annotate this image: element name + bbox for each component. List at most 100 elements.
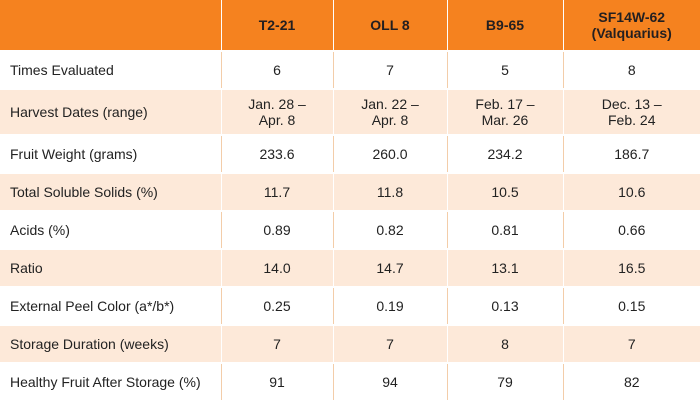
column-header-sublabel: (Valquarius) [591, 25, 672, 41]
column-header-t2-21: T2-21 [220, 0, 333, 51]
cell-value: 11.8 [376, 184, 404, 200]
table-cell: 260.0 [332, 134, 447, 173]
cell-value: 94 [382, 374, 398, 390]
table-cell: 0.82 [332, 210, 447, 249]
cell-value: Feb. 17 – [475, 96, 535, 112]
table-cell: 0.15 [562, 286, 700, 325]
row-label: Times Evaluated [0, 50, 221, 89]
row-label: Ratio [0, 248, 221, 287]
row-label: Total Soluble Solids (%) [0, 172, 221, 211]
cell-value: 0.13 [491, 298, 519, 314]
table-row: Harvest Dates (range) Jan. 28 – Apr. 8 Jan.… [0, 88, 700, 135]
table-cell: Dec. 13 – Feb. 24 [562, 88, 700, 135]
table-header-row: T2-21 OLL 8 B9-65 SF14W-62 (Valquarius) [0, 0, 700, 51]
table-cell: 234.2 [446, 134, 563, 173]
cell-value-line2: Apr. 8 [371, 112, 409, 128]
table-cell: 13.1 [446, 248, 563, 287]
cell-value: 8 [627, 62, 636, 78]
column-header-b9-65: B9-65 [446, 0, 563, 51]
cell-value: 186.7 [614, 146, 650, 162]
table-cell: 186.7 [562, 134, 700, 173]
column-header-label: SF14W-62 [598, 9, 666, 25]
table-cell: 14.7 [332, 248, 447, 287]
table-cell: 10.6 [562, 172, 700, 211]
table-cell: 7 [332, 324, 447, 363]
table-cell: 82 [562, 362, 700, 400]
table-row: Fruit Weight (grams) 233.6 260.0 234.2 186.7 [0, 134, 700, 173]
table-cell: 6 [220, 50, 333, 89]
table-cell: Jan. 22 – Apr. 8 [332, 88, 447, 135]
table-cell: 10.5 [446, 172, 563, 211]
cell-value: 10.6 [618, 184, 646, 200]
cell-value: 7 [627, 336, 636, 352]
table-cell: 11.8 [332, 172, 447, 211]
cell-value: 0.15 [618, 298, 646, 314]
table-cell: 14.0 [220, 248, 333, 287]
cell-value: 260.0 [372, 146, 408, 162]
table-cell: 0.66 [562, 210, 700, 249]
cell-value-line2: Mar. 26 [481, 112, 529, 128]
table-row: External Peel Color (a*/b*) 0.25 0.19 0.13 0… [0, 286, 700, 325]
table-row: Ratio 14.0 14.7 13.1 16.5 [0, 248, 700, 287]
table-cell: 8 [562, 50, 700, 89]
cell-value: Jan. 22 – [361, 96, 419, 112]
cell-value: 0.66 [618, 222, 646, 238]
cell-value: 13.1 [491, 260, 519, 276]
cell-value: 91 [269, 374, 285, 390]
table-cell: 91 [220, 362, 333, 400]
cell-value: Jan. 28 – [248, 96, 306, 112]
table-cell: 7 [220, 324, 333, 363]
table-cell: 11.7 [220, 172, 333, 211]
column-header-label: OLL 8 [370, 17, 410, 33]
cell-value: 7 [386, 62, 394, 78]
table-cell: Jan. 28 – Apr. 8 [220, 88, 333, 135]
row-label: Acids (%) [0, 210, 221, 249]
table-cell: 5 [446, 50, 563, 89]
table-cell: 94 [332, 362, 447, 400]
cell-value-line2: Apr. 8 [258, 112, 296, 128]
column-header-oll-8: OLL 8 [332, 0, 447, 51]
column-header-sf14w-62: SF14W-62 (Valquarius) [562, 0, 700, 51]
cell-value: 6 [273, 62, 281, 78]
cell-value: 0.25 [263, 298, 291, 314]
cell-value: Dec. 13 – [601, 96, 662, 112]
column-header-label: T2-21 [258, 17, 296, 33]
cell-value: 14.0 [263, 260, 291, 276]
cell-value: 234.2 [487, 146, 523, 162]
cell-value: 82 [623, 374, 640, 390]
table-cell: 0.19 [332, 286, 447, 325]
table-row: Storage Duration (weeks) 7 7 8 7 [0, 324, 700, 363]
cell-value: 0.19 [376, 298, 404, 314]
cell-value: 16.5 [618, 260, 646, 276]
row-label: Healthy Fruit After Storage (%) [0, 362, 221, 400]
table-cell: 7 [332, 50, 447, 89]
cell-value: 0.81 [491, 222, 519, 238]
cell-value: 8 [501, 336, 509, 352]
table-row: Acids (%) 0.89 0.82 0.81 0.66 [0, 210, 700, 249]
table-row: Times Evaluated 6 7 5 8 [0, 50, 700, 89]
table-cell: 79 [446, 362, 563, 400]
cell-value: 10.5 [491, 184, 519, 200]
header-corner-cell [0, 0, 221, 51]
cell-value: 5 [501, 62, 509, 78]
table-cell: Feb. 17 – Mar. 26 [446, 88, 563, 135]
cell-value: 79 [497, 374, 513, 390]
table-cell: 233.6 [220, 134, 333, 173]
cell-value: 14.7 [376, 260, 404, 276]
cell-value: 7 [273, 336, 281, 352]
table-cell: 0.13 [446, 286, 563, 325]
table-cell: 7 [562, 324, 700, 363]
cell-value: 11.7 [263, 184, 291, 200]
row-label: Fruit Weight (grams) [0, 134, 221, 173]
column-header-label: B9-65 [485, 17, 525, 33]
cell-value: 0.82 [376, 222, 404, 238]
table-row: Healthy Fruit After Storage (%) 91 94 79 82 [0, 362, 700, 400]
table-cell: 8 [446, 324, 563, 363]
cell-value: 0.89 [263, 222, 291, 238]
table-row: Total Soluble Solids (%) 11.7 11.8 10.5 10.6 [0, 172, 700, 211]
row-label: Harvest Dates (range) [0, 88, 221, 135]
table-cell: 0.89 [220, 210, 333, 249]
cell-value: 233.6 [259, 146, 295, 162]
